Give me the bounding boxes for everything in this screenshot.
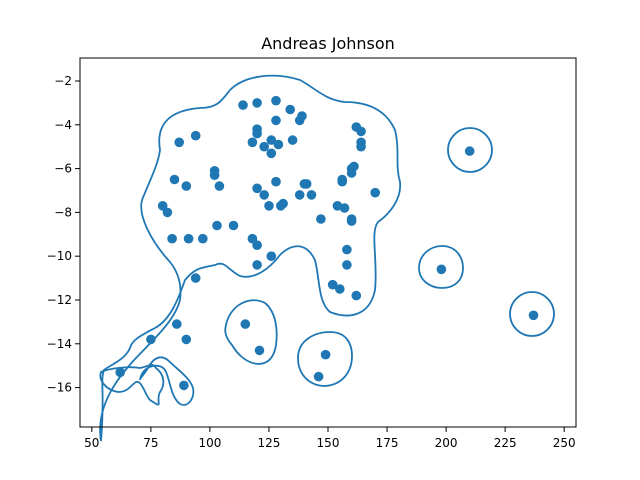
data-point	[254, 345, 265, 356]
data-point	[247, 137, 258, 148]
data-point	[297, 111, 307, 121]
data-point	[252, 183, 262, 194]
data-point	[436, 264, 447, 275]
data-point	[339, 203, 350, 213]
data-point	[351, 290, 362, 301]
y-tick-label: −8	[54, 205, 72, 219]
data-point	[212, 220, 222, 231]
data-point	[335, 284, 345, 294]
plot-frame	[79, 57, 577, 428]
data-point	[356, 141, 366, 152]
data-point	[252, 98, 262, 108]
chart-title: Andreas Johnson	[261, 34, 395, 53]
x-tick-label: 250	[553, 436, 576, 450]
x-axis: 50 75 100 125 150 175 200 225 250	[84, 427, 576, 450]
data-point	[252, 240, 262, 250]
data-point	[259, 190, 270, 200]
data-point	[162, 207, 173, 218]
data-point	[214, 181, 225, 191]
data-point	[342, 244, 352, 255]
data-point	[301, 179, 312, 189]
x-tick-label: 125	[257, 436, 280, 450]
contour-cluster-115	[224, 299, 278, 365]
data-point	[240, 319, 251, 329]
data-point	[320, 349, 331, 360]
x-tick-label: 50	[84, 436, 99, 450]
data-point	[337, 176, 348, 187]
data-point	[287, 135, 298, 145]
data-point	[271, 95, 281, 106]
y-tick-label: −2	[54, 74, 72, 88]
data-point	[190, 130, 201, 141]
data-point	[266, 135, 277, 145]
data-point	[259, 141, 270, 152]
data-point	[349, 161, 359, 172]
data-point	[327, 279, 338, 290]
density-contours	[99, 74, 555, 442]
x-tick-label: 100	[198, 436, 221, 450]
data-point	[313, 371, 324, 382]
contour-cluster-198	[418, 245, 464, 289]
data-point	[115, 367, 125, 378]
data-point	[316, 214, 326, 224]
data-point	[172, 319, 182, 329]
y-axis: −2 −4 −6 −8 −10 −12 −14 −16	[47, 74, 80, 395]
data-point	[209, 170, 220, 180]
data-point	[273, 139, 284, 150]
data-point	[356, 126, 366, 137]
data-point	[167, 233, 177, 244]
data-point	[528, 310, 539, 321]
data-point	[266, 148, 277, 159]
data-point	[181, 334, 192, 345]
data-point	[252, 128, 262, 139]
x-tick-label: 75	[143, 436, 158, 450]
y-tick-label: −14	[47, 337, 72, 351]
contour-main-cluster	[99, 74, 401, 442]
data-point	[271, 115, 281, 126]
data-point	[342, 260, 352, 270]
contour-bottom-left	[99, 363, 165, 406]
data-point	[238, 100, 248, 110]
data-point	[464, 146, 475, 156]
data-point	[370, 187, 381, 198]
y-tick-label: −16	[47, 381, 72, 395]
contour-cluster-210	[447, 127, 493, 173]
data-point	[346, 216, 357, 226]
x-tick-label: 175	[376, 436, 399, 450]
data-point	[276, 201, 286, 211]
data-point	[198, 233, 208, 244]
data-point	[190, 273, 201, 283]
contour-cluster-148	[297, 331, 353, 387]
data-point	[306, 190, 317, 200]
y-tick-label: −6	[54, 162, 72, 176]
data-point	[181, 181, 192, 191]
x-tick-label: 225	[494, 436, 517, 450]
data-point	[264, 201, 274, 211]
data-point	[228, 220, 239, 231]
data-point	[146, 334, 156, 345]
data-point	[252, 260, 262, 270]
data-point	[294, 190, 305, 200]
data-point	[183, 233, 194, 244]
y-tick-label: −10	[47, 249, 72, 263]
scatter-points	[115, 95, 539, 391]
x-tick-label: 200	[435, 436, 458, 450]
data-point	[174, 137, 184, 148]
data-point	[179, 380, 189, 391]
contour-left-lower	[139, 356, 195, 406]
data-point	[169, 174, 180, 185]
data-point	[266, 251, 277, 261]
data-point	[271, 176, 281, 187]
data-point	[285, 104, 296, 115]
y-tick-label: −12	[47, 293, 72, 307]
x-tick-label: 150	[317, 436, 340, 450]
contour-cluster-237	[509, 291, 555, 337]
y-tick-label: −4	[54, 118, 72, 132]
